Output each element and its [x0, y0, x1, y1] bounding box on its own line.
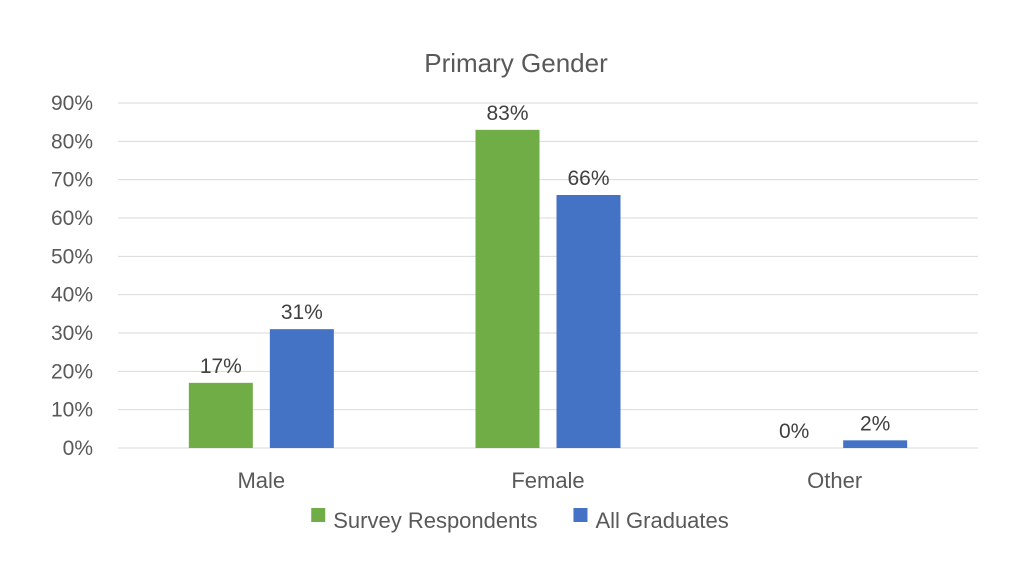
- data-label: 0%: [779, 420, 809, 443]
- y-tick-label: 30%: [51, 322, 93, 345]
- legend-label: All Graduates: [595, 508, 728, 533]
- y-tick-label: 60%: [51, 207, 93, 230]
- chart-title: Primary Gender: [424, 48, 608, 78]
- x-category-label: Other: [807, 468, 862, 493]
- bar-all-graduates-female: [556, 195, 621, 448]
- y-tick-label: 70%: [51, 169, 93, 192]
- bar-all-graduates-male: [269, 329, 334, 448]
- bar-survey-respondents-female: [475, 129, 540, 449]
- data-label: 31%: [281, 301, 323, 324]
- y-axis-ticks: 0% 10% 20% 30% 40% 50% 60% 70% 80% 90%: [51, 92, 93, 460]
- x-axis-categories: Male Female Other: [237, 468, 862, 493]
- legend-swatch: [573, 508, 588, 522]
- bars: [188, 129, 908, 449]
- y-tick-label: 20%: [51, 360, 93, 383]
- legend-item: All Graduates: [573, 508, 729, 533]
- gridlines: [118, 102, 978, 449]
- data-label: 83%: [486, 102, 528, 125]
- x-category-label: Female: [511, 468, 584, 493]
- bar-all-graduates-other: [843, 440, 908, 448]
- data-label: 2%: [860, 412, 890, 435]
- x-category-label: Male: [237, 468, 285, 493]
- legend-swatch: [311, 508, 326, 522]
- y-tick-label: 90%: [51, 92, 93, 115]
- data-label: 17%: [200, 355, 242, 378]
- data-label: 66%: [567, 167, 609, 190]
- legend: Survey Respondents All Graduates: [311, 508, 729, 533]
- y-tick-label: 40%: [51, 284, 93, 307]
- data-labels: 17% 31% 83% 66% 0% 2%: [200, 102, 891, 443]
- y-tick-label: 10%: [51, 399, 93, 422]
- y-tick-label: 80%: [51, 130, 93, 153]
- legend-item: Survey Respondents: [311, 508, 537, 533]
- legend-label: Survey Respondents: [333, 508, 537, 533]
- y-tick-label: 50%: [51, 245, 93, 268]
- bar-survey-respondents-male: [188, 382, 253, 448]
- y-tick-label: 0%: [63, 437, 93, 460]
